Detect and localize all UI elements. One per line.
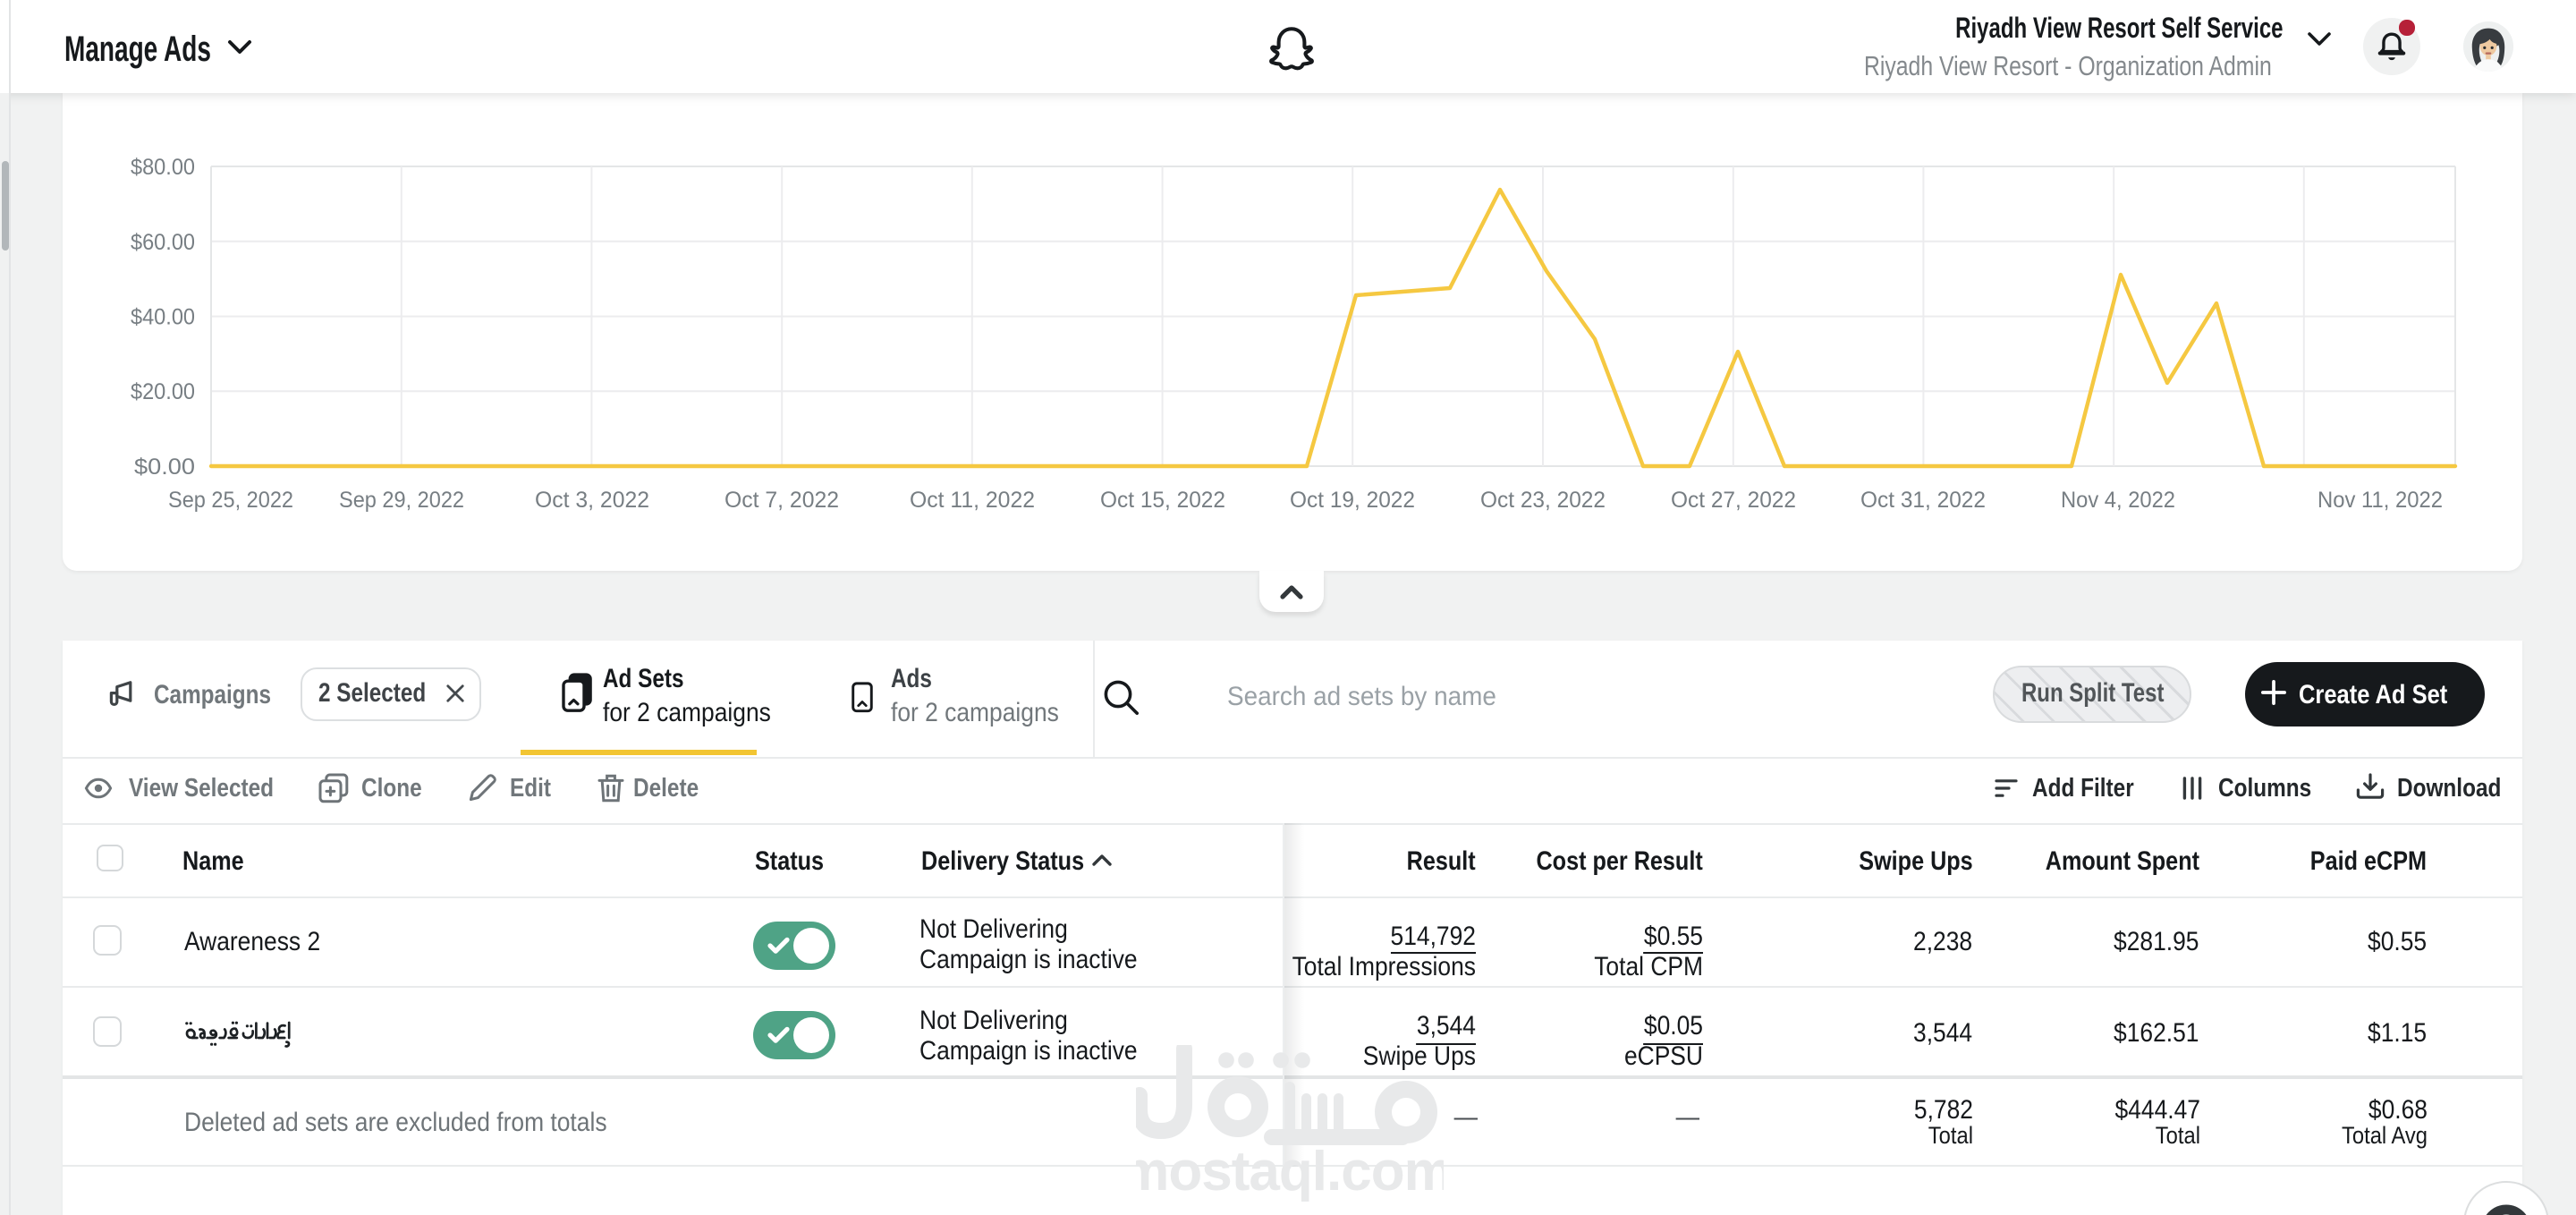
svg-text:Oct 27, 2022: Oct 27, 2022 bbox=[1671, 488, 1796, 513]
svg-text:Oct 3, 2022: Oct 3, 2022 bbox=[535, 488, 649, 513]
svg-text:Sep 25, 2022: Sep 25, 2022 bbox=[168, 488, 293, 513]
svg-text:Oct 15, 2022: Oct 15, 2022 bbox=[1100, 488, 1225, 513]
svg-text:Nov 11, 2022: Nov 11, 2022 bbox=[2318, 488, 2443, 513]
svg-text:$20.00: $20.00 bbox=[131, 379, 195, 404]
svg-text:$0.00: $0.00 bbox=[134, 455, 195, 480]
svg-text:Oct 11, 2022: Oct 11, 2022 bbox=[910, 488, 1035, 513]
svg-text:Oct 7, 2022: Oct 7, 2022 bbox=[724, 488, 839, 513]
svg-text:Oct 19, 2022: Oct 19, 2022 bbox=[1290, 488, 1415, 513]
svg-text:$80.00: $80.00 bbox=[131, 155, 195, 180]
svg-text:Oct 23, 2022: Oct 23, 2022 bbox=[1480, 488, 1606, 513]
svg-text:$60.00: $60.00 bbox=[131, 230, 195, 255]
svg-text:Nov 4, 2022: Nov 4, 2022 bbox=[2061, 488, 2175, 513]
svg-text:Sep 29, 2022: Sep 29, 2022 bbox=[339, 488, 464, 513]
svg-text:Oct 31, 2022: Oct 31, 2022 bbox=[1860, 488, 1986, 513]
svg-text:$40.00: $40.00 bbox=[131, 305, 195, 330]
